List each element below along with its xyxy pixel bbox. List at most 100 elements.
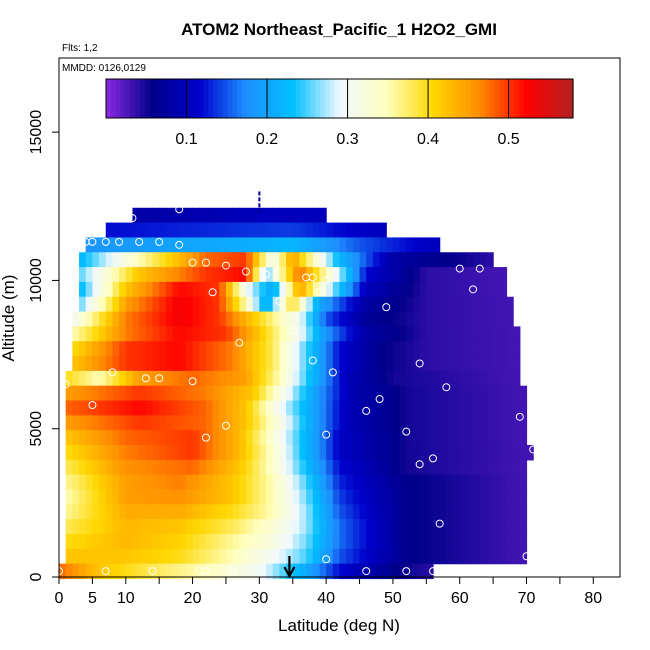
heatmap-cell xyxy=(379,222,387,239)
heatmap-cell xyxy=(319,326,327,342)
heatmap-cell xyxy=(179,207,187,224)
observation-point xyxy=(469,285,478,294)
heatmap-cell xyxy=(399,237,407,253)
colorbar-segment xyxy=(524,79,530,118)
heatmap-cell xyxy=(85,533,93,550)
heatmap-cell xyxy=(125,445,134,461)
heatmap-cell xyxy=(139,356,147,372)
heatmap-cell xyxy=(179,489,187,505)
heatmap-cell xyxy=(312,489,321,505)
heatmap-cell xyxy=(219,207,227,224)
heatmap-cell xyxy=(85,341,93,357)
heatmap-cell xyxy=(92,563,100,580)
heatmap-cell xyxy=(292,504,301,520)
heatmap-cell xyxy=(466,370,474,387)
heatmap-cell xyxy=(145,459,154,476)
heatmap-cell xyxy=(252,489,260,505)
colorbar-segment xyxy=(358,79,365,118)
heatmap-cell xyxy=(85,430,93,446)
heatmap-cell xyxy=(252,474,260,491)
heatmap-cell xyxy=(392,370,401,387)
heatmap-cell xyxy=(152,445,160,461)
heatmap-cell xyxy=(286,252,294,268)
heatmap-cell xyxy=(132,415,140,431)
heatmap-cell xyxy=(145,341,154,357)
heatmap-cell xyxy=(185,222,194,239)
heatmap-cell xyxy=(239,430,247,446)
heatmap-cell xyxy=(212,430,220,446)
heatmap-cell xyxy=(319,459,327,476)
heatmap-cell xyxy=(372,519,381,535)
heatmap-cell xyxy=(352,533,361,550)
heatmap-cell xyxy=(259,519,267,535)
heatmap-cell xyxy=(473,489,481,505)
heatmap-cell xyxy=(172,519,180,535)
heatmap-cell xyxy=(72,356,80,372)
heatmap-cell xyxy=(232,385,240,402)
heatmap-cell xyxy=(326,356,334,372)
heatmap-cell xyxy=(299,519,307,535)
heatmap-cell xyxy=(519,519,528,535)
heatmap-cell xyxy=(392,326,401,342)
heatmap-cell xyxy=(332,489,341,505)
heatmap-cell xyxy=(185,519,194,535)
heatmap-cell xyxy=(326,385,334,402)
heatmap-cell xyxy=(172,207,180,224)
heatmap-cell xyxy=(159,563,167,580)
heatmap-cell xyxy=(326,252,334,268)
heatmap-cell xyxy=(159,281,167,298)
heatmap-cell xyxy=(212,385,220,402)
heatmap-cell xyxy=(372,252,381,268)
heatmap-cell xyxy=(519,459,528,476)
heatmap-cell xyxy=(225,326,234,342)
heatmap-cell xyxy=(479,370,488,387)
heatmap-cell xyxy=(412,341,421,357)
heatmap-cell xyxy=(112,356,120,372)
heatmap-cell xyxy=(179,222,187,239)
colorbar-segment xyxy=(193,79,200,118)
heatmap-cell xyxy=(486,504,494,520)
colorbar-segment xyxy=(480,79,487,118)
heatmap-cell xyxy=(399,252,407,268)
heatmap-cell xyxy=(339,311,347,327)
heatmap-cell xyxy=(326,415,334,431)
heatmap-cell xyxy=(252,267,260,283)
heatmap-cell xyxy=(225,400,234,416)
colorbar-segment xyxy=(490,79,496,118)
heatmap-cell xyxy=(65,548,73,565)
heatmap-cell xyxy=(312,311,321,327)
heatmap-cell xyxy=(319,370,327,387)
heatmap-cell xyxy=(366,445,374,461)
heatmap-cell xyxy=(433,548,441,565)
heatmap-cell xyxy=(332,563,341,580)
observation-point xyxy=(529,445,538,454)
heatmap-cell xyxy=(499,281,508,298)
heatmap-cell xyxy=(272,430,280,446)
heatmap-cell xyxy=(212,459,220,476)
observation-point xyxy=(315,288,324,297)
heatmap-cell xyxy=(366,311,374,327)
heatmap-cell xyxy=(412,548,421,565)
heatmap-cell xyxy=(172,252,180,268)
heatmap-cell xyxy=(486,356,494,372)
colorbar-segment xyxy=(227,79,234,118)
heatmap-cell xyxy=(372,281,381,298)
heatmap-cell xyxy=(352,519,361,535)
heatmap-cell xyxy=(112,548,120,565)
heatmap-cell xyxy=(272,207,280,224)
observation-point xyxy=(188,377,197,386)
heatmap-cell xyxy=(172,267,180,283)
colorbar-segment xyxy=(383,79,389,118)
heatmap-cell xyxy=(172,356,180,372)
heatmap-cell xyxy=(372,296,381,313)
heatmap-cell xyxy=(239,459,247,476)
heatmap-cell xyxy=(145,504,154,520)
heatmap-cell xyxy=(372,385,381,402)
heatmap-cell xyxy=(232,548,240,565)
heatmap-cell xyxy=(306,207,314,224)
heatmap-cell xyxy=(486,415,494,431)
marker-dash xyxy=(258,197,261,202)
heatmap-cell xyxy=(159,548,167,565)
heatmap-cell xyxy=(306,252,314,268)
heatmap-cell xyxy=(506,504,514,520)
